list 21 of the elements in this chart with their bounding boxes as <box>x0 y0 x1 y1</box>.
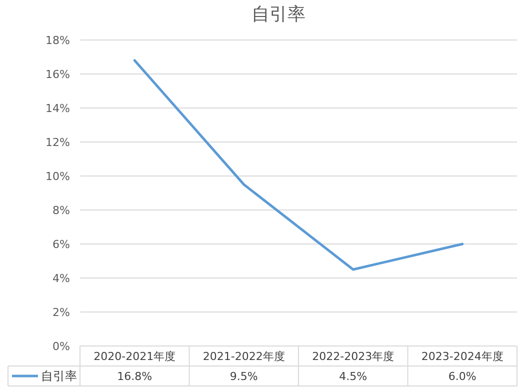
data-label: 6.0% <box>448 370 476 383</box>
y-tick-label: 18% <box>46 34 70 47</box>
y-tick-label: 0% <box>52 340 70 353</box>
y-tick-label: 6% <box>52 238 70 251</box>
y-tick-label: 12% <box>46 136 70 149</box>
y-tick-label: 4% <box>52 272 70 285</box>
data-label: 16.8% <box>117 370 152 383</box>
x-tick-label: 2023-2024年度 <box>421 350 504 363</box>
y-tick-label: 2% <box>52 306 70 319</box>
data-label: 9.5% <box>230 370 258 383</box>
x-tick-label: 2020-2021年度 <box>94 350 176 363</box>
legend-label: 自引率 <box>41 369 77 384</box>
x-tick-label: 2022-2023年度 <box>312 350 394 363</box>
y-tick-label: 8% <box>52 204 70 217</box>
data-label: 4.5% <box>339 370 368 383</box>
chart-title: 自引率 <box>252 4 306 25</box>
x-tick-label: 2021-2022年度 <box>202 350 285 363</box>
line-series <box>133 59 464 271</box>
y-tick-label: 10% <box>46 170 70 183</box>
y-tick-label: 14% <box>46 102 70 115</box>
y-tick-label: 16% <box>46 68 70 81</box>
